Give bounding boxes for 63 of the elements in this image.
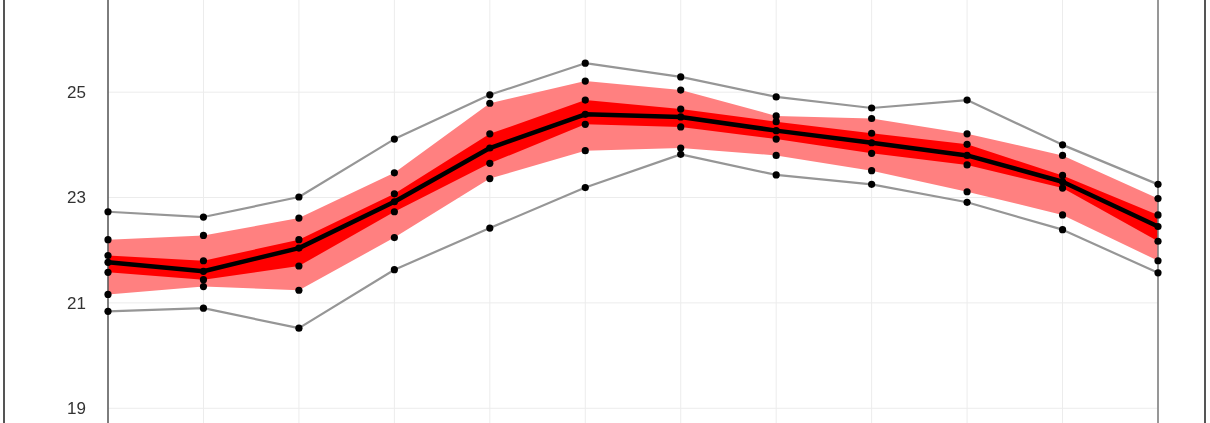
point (581, 96, 589, 104)
point (963, 130, 971, 138)
point (295, 262, 303, 270)
point (963, 151, 971, 159)
point (199, 282, 208, 291)
point (868, 149, 876, 157)
point (1058, 151, 1067, 159)
y-tick-label: 19 (67, 399, 86, 419)
point (1058, 184, 1067, 192)
point (581, 147, 589, 155)
point (1058, 178, 1067, 186)
point (581, 110, 589, 118)
point (677, 144, 685, 152)
point (581, 77, 589, 85)
point (390, 169, 398, 177)
point (1154, 211, 1162, 219)
point (581, 120, 589, 128)
point (104, 290, 112, 299)
point (677, 105, 685, 113)
point (390, 190, 398, 198)
point (104, 268, 112, 276)
point (486, 174, 494, 183)
point (295, 236, 303, 244)
point (295, 214, 303, 222)
point (104, 236, 112, 244)
point (486, 144, 494, 152)
point (199, 231, 208, 240)
point (772, 118, 780, 126)
point (963, 161, 971, 169)
point (868, 129, 876, 137)
point (295, 286, 303, 294)
point (677, 86, 685, 94)
y-tick-label: 25 (67, 83, 86, 103)
point (868, 167, 876, 175)
point (1154, 222, 1162, 231)
point (104, 251, 112, 260)
point (199, 257, 208, 265)
point (390, 233, 398, 242)
point (1154, 194, 1162, 203)
point (677, 123, 685, 131)
y-tick-label: 21 (67, 293, 86, 313)
point (772, 151, 780, 159)
point (199, 267, 208, 275)
point (963, 140, 971, 148)
point (868, 139, 876, 147)
point (390, 198, 398, 206)
point (1058, 211, 1067, 219)
point (199, 276, 208, 284)
point (772, 127, 780, 135)
point (1154, 257, 1162, 265)
point (486, 159, 494, 167)
point (390, 208, 398, 216)
point (295, 244, 303, 252)
point (1058, 171, 1067, 180)
point (1154, 237, 1162, 245)
y-tick-label: 23 (67, 188, 86, 208)
point (963, 188, 971, 196)
point (104, 258, 112, 266)
point (868, 114, 876, 123)
point (772, 135, 780, 143)
point (677, 113, 685, 121)
point (486, 130, 494, 138)
point (486, 99, 494, 107)
